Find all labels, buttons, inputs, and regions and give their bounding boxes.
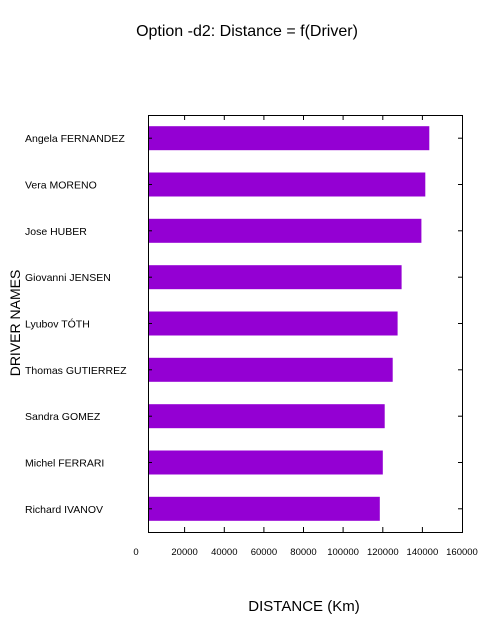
x-tick-label-1: 20000: [171, 547, 197, 558]
chart-title: Option -d2: Distance = f(Driver): [136, 23, 358, 40]
x-tick-label-8: 160000: [446, 547, 478, 558]
category-label-6: Sandra GOMEZ: [25, 411, 101, 423]
category-label-7: Michel FERRARI: [25, 458, 104, 470]
category-label-4: Lyubov TÓTH: [25, 318, 90, 331]
bar-6: [149, 404, 385, 429]
x-tick-label-7: 140000: [407, 547, 439, 558]
category-labels-group: Angela FERNANDEZ Vera MORENO Jose HUBER Gio…: [25, 133, 127, 516]
x-tick-label-3: 60000: [251, 547, 277, 558]
category-label-0: Angela FERNANDEZ: [25, 133, 125, 145]
plot-frame: [148, 115, 463, 533]
x-axis-label: DISTANCE (Km): [248, 598, 360, 615]
bar-4: [149, 311, 398, 336]
bar-8: [149, 496, 380, 521]
category-label-1: Vera MORENO: [25, 180, 97, 192]
bar-0: [149, 126, 430, 151]
category-label-3: Giovanni JENSEN: [25, 272, 111, 284]
x-tick-label-5: 100000: [327, 547, 359, 558]
x-tick-label-0: 0: [133, 547, 138, 558]
bars-group: [149, 126, 430, 521]
category-label-8: Richard IVANOV: [25, 504, 103, 516]
tick-labels-group: 0 20000 40000 60000 80000 100000 120000 140000 1…: [133, 547, 478, 558]
category-label-2: Jose HUBER: [25, 226, 87, 238]
x-tick-label-6: 120000: [367, 547, 399, 558]
x-tick-label-2: 40000: [211, 547, 237, 558]
bar-1: [149, 172, 426, 197]
bar-7: [149, 450, 383, 475]
x-tick-label-4: 80000: [290, 547, 316, 558]
bar-5: [149, 357, 393, 382]
category-label-5: Thomas GUTIERREZ: [25, 365, 127, 377]
bar-2: [149, 218, 422, 243]
bar-3: [149, 265, 402, 290]
